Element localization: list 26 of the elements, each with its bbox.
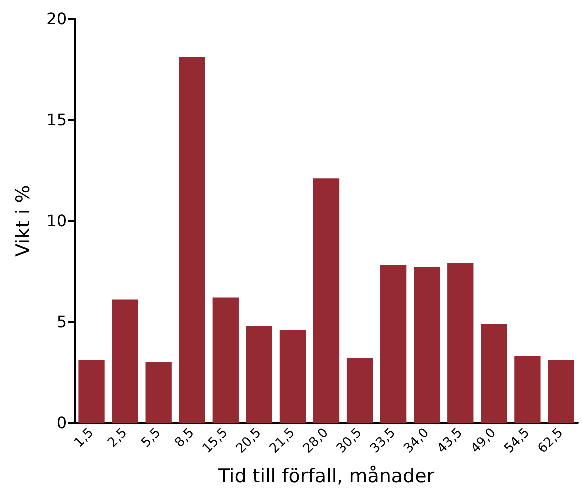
bar xyxy=(246,326,273,423)
bar xyxy=(514,356,541,423)
bar xyxy=(146,362,172,423)
y-axis-title: Vikt i % xyxy=(12,185,34,257)
bar xyxy=(346,358,374,423)
bar xyxy=(380,265,407,423)
x-tick-label: 1,5 xyxy=(72,426,98,451)
bar xyxy=(313,178,340,423)
x-axis-title: Tid till förfall, månader xyxy=(217,466,435,488)
bar xyxy=(179,57,206,423)
y-tick-label: 20 xyxy=(46,10,67,28)
bar xyxy=(280,330,306,423)
bar xyxy=(414,267,440,423)
y-tick-label: 15 xyxy=(46,110,67,130)
bar xyxy=(112,300,138,423)
bar xyxy=(78,360,105,423)
bar xyxy=(448,263,474,423)
bar xyxy=(481,324,508,423)
y-tick-label: 10 xyxy=(46,212,67,230)
x-tick-label: 8,5 xyxy=(172,426,198,451)
bar xyxy=(548,360,574,423)
y-tick-label: 5 xyxy=(56,312,67,332)
y-tick-label: 0 xyxy=(56,414,67,432)
x-tick-label: 5,5 xyxy=(138,426,164,451)
bar xyxy=(212,298,239,423)
x-tick-label: 2,5 xyxy=(105,426,131,451)
